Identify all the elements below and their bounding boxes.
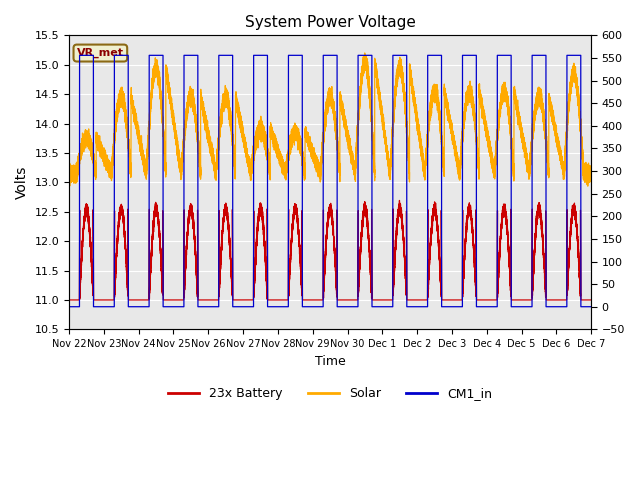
Title: System Power Voltage: System Power Voltage: [244, 15, 415, 30]
Legend: 23x Battery, Solar, CM1_in: 23x Battery, Solar, CM1_in: [163, 383, 497, 406]
X-axis label: Time: Time: [315, 355, 346, 368]
Text: VR_met: VR_met: [77, 48, 124, 58]
Y-axis label: Volts: Volts: [15, 166, 29, 199]
